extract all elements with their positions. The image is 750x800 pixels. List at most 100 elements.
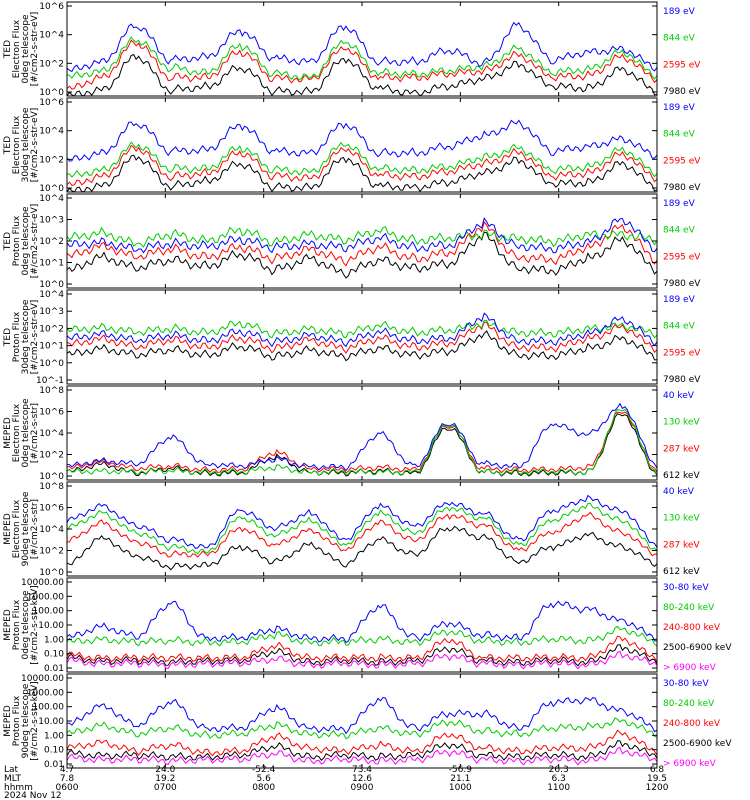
legend-entry: 30-80 keV <box>663 583 709 593</box>
series-line-2595-ev <box>66 221 658 267</box>
panel-8 <box>66 673 658 769</box>
x-tick-label: 6.3 <box>552 774 566 784</box>
y-tick-label: 10^1 <box>39 342 64 352</box>
y-axis-label: Electron Flux <box>12 115 22 174</box>
legend-entry: > 6900 keV <box>663 663 717 673</box>
y-axis-label: Electron Flux <box>12 403 22 462</box>
series-line-844-ev <box>66 141 658 178</box>
x-tick-label: 0800 <box>252 783 275 793</box>
y-axis-label: 0deg telescope <box>21 398 31 468</box>
x-tick-label: 7.8 <box>60 774 75 784</box>
y-axis-label: MEPED <box>3 609 13 641</box>
series-line-189-ev <box>66 119 658 162</box>
legend-entry: 7980 eV <box>663 375 701 385</box>
y-axis-label: [#/cm2-s-str-keV] <box>30 585 40 664</box>
series-line-189-ev <box>66 217 658 254</box>
y-tick-label: 1000.00 <box>27 592 64 602</box>
legend-entry: 7980 eV <box>663 183 701 193</box>
y-axis-label: Electron Flux <box>12 499 22 558</box>
x-tick-label: -56.9 <box>449 765 473 775</box>
panel-3 <box>66 193 658 289</box>
legend-entry: 2595 eV <box>663 252 701 262</box>
y-tick-label: 10^2 <box>39 237 64 247</box>
y-axis-label: [#/cm2-s-str-eV] <box>30 300 40 375</box>
y-tick-label: 1.00 <box>44 635 64 645</box>
legend-entry: 287 keV <box>663 444 700 454</box>
x-tick-label: 4.7 <box>60 765 74 775</box>
series-line-7980-ev <box>66 154 658 193</box>
series-line-287-kev <box>66 411 658 474</box>
series-line-240-800-kev <box>66 729 658 757</box>
y-axis-label: [#/cm2-s-str] <box>30 403 40 463</box>
y-tick-label: 10000.00 <box>21 674 64 684</box>
series-line-2500-6900-kev <box>66 740 658 761</box>
x-tick-label: 24.0 <box>155 765 175 775</box>
y-axis-label: Proton Flux <box>12 695 22 746</box>
y-axis-label: [#/cm2-s-str-eV] <box>30 108 40 183</box>
y-tick-label: 0.10 <box>44 746 64 756</box>
y-tick-label: 10^6 <box>39 408 64 418</box>
y-axis-label: [#/cm2-s-str] <box>30 499 40 559</box>
legend-entry: 612 keV <box>663 567 700 577</box>
panel-5 <box>66 385 658 481</box>
x-tick-label: 1100 <box>547 783 570 793</box>
y-tick-label: 10^4 <box>39 31 64 41</box>
y-tick-label: 10^4 <box>39 290 64 300</box>
y-tick-label: 1000.00 <box>27 688 64 698</box>
x-axis-row-label: Lat <box>4 765 19 775</box>
y-tick-label: 10^0 <box>39 359 64 369</box>
y-tick-label: 10^2 <box>39 547 64 557</box>
legend-entry: 189 eV <box>663 103 696 113</box>
panel-frame <box>66 97 658 193</box>
y-tick-label: 10^0 <box>39 472 64 482</box>
legend-entry: 40 keV <box>663 487 695 497</box>
legend-entry: 189 eV <box>663 7 696 17</box>
legend-entry: 40 keV <box>663 391 695 401</box>
x-tick-label: 19.5 <box>647 774 667 784</box>
x-tick-label: 5.6 <box>257 774 272 784</box>
legend-entry: 2500-6900 keV <box>663 739 732 749</box>
panel-frame <box>66 673 658 769</box>
legend-entry: 2595 eV <box>663 156 701 166</box>
legend-entry: 30-80 keV <box>663 679 709 689</box>
series-line-189-ev <box>66 312 658 348</box>
y-axis-label: [#/cm2-s-str-eV] <box>30 12 40 87</box>
y-tick-label: 10000.00 <box>21 578 64 588</box>
y-axis-label: TED <box>3 136 13 155</box>
y-tick-label: 0.01 <box>44 760 64 770</box>
y-axis-label: MEPED <box>3 417 13 449</box>
legend-entry: 240-800 keV <box>663 719 721 729</box>
y-tick-label: 10^4 <box>39 429 64 439</box>
x-tick-label: 6.8 <box>650 765 665 775</box>
series-line-30-80-kev <box>66 600 658 644</box>
legend-entry: 844 eV <box>663 130 696 140</box>
series-line-844-ev <box>66 226 658 248</box>
series-line-189-ev <box>66 21 658 73</box>
y-axis-label: 0deg telescope <box>21 206 31 276</box>
x-tick-label: 0700 <box>154 783 177 793</box>
x-tick-label: -52.4 <box>252 765 276 775</box>
panel-4 <box>66 289 658 385</box>
y-tick-label: 100.00 <box>33 607 65 617</box>
y-axis-label: 0deg telescope <box>21 590 31 660</box>
y-axis-label: MEPED <box>3 513 13 545</box>
series-line-40-kev <box>66 402 658 472</box>
y-tick-label: 10^2 <box>39 451 64 461</box>
y-tick-label: 10^6 <box>39 98 64 108</box>
legend-entry: 7980 eV <box>663 279 701 289</box>
y-axis-label: Proton Flux <box>12 311 22 362</box>
x-tick-label: 1200 <box>646 783 669 793</box>
legend-entry: 844 eV <box>663 322 696 332</box>
series-line-80-240-kev <box>66 717 658 740</box>
x-tick-label: 0600 <box>56 783 79 793</box>
y-tick-label: 10^4 <box>39 194 64 204</box>
series-line-7980-ev <box>66 330 658 362</box>
series-line-40-kev <box>66 494 658 549</box>
series-line-612-kev <box>66 525 658 571</box>
legend-entry: 80-240 keV <box>663 699 715 709</box>
panel-2 <box>66 97 658 193</box>
x-tick-label: 21.1 <box>450 774 470 784</box>
y-tick-label: 10^0 <box>39 568 64 578</box>
y-axis-label: Electron Flux <box>12 19 22 78</box>
legend-entry: 844 eV <box>663 34 696 44</box>
